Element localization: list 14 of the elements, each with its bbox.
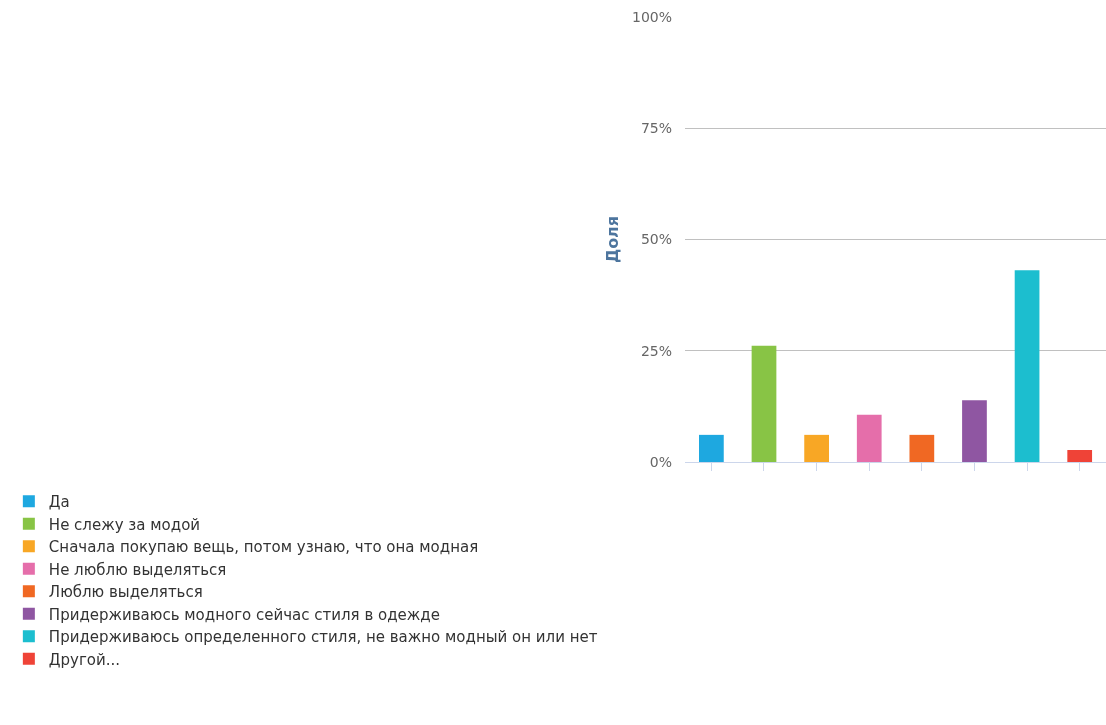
y-axis-title: Доля <box>602 215 622 264</box>
legend-label: Да <box>48 493 70 512</box>
y-tick-label: 50% <box>640 231 673 248</box>
legend-label: Не люблю выделяться <box>48 560 227 579</box>
legend-label: Другой... <box>48 650 121 669</box>
legend-label: Люблю выделяться <box>48 583 203 602</box>
y-tick-label: 0% <box>649 453 673 470</box>
legend-label: Сначала покупаю вещь, потом узнаю, что она модная <box>48 538 479 557</box>
y-tick-label: 75% <box>640 120 673 137</box>
legend-label: Придерживаюсь определенного стиля, не важно модный он или нет <box>48 628 598 647</box>
y-tick-label: 25% <box>640 342 673 359</box>
y-tick-label: 100% <box>632 8 673 25</box>
legend-label: Придерживаюсь модного сейчас стиля в одежде <box>48 605 440 624</box>
legend-label: Не слежу за модой <box>48 515 201 534</box>
